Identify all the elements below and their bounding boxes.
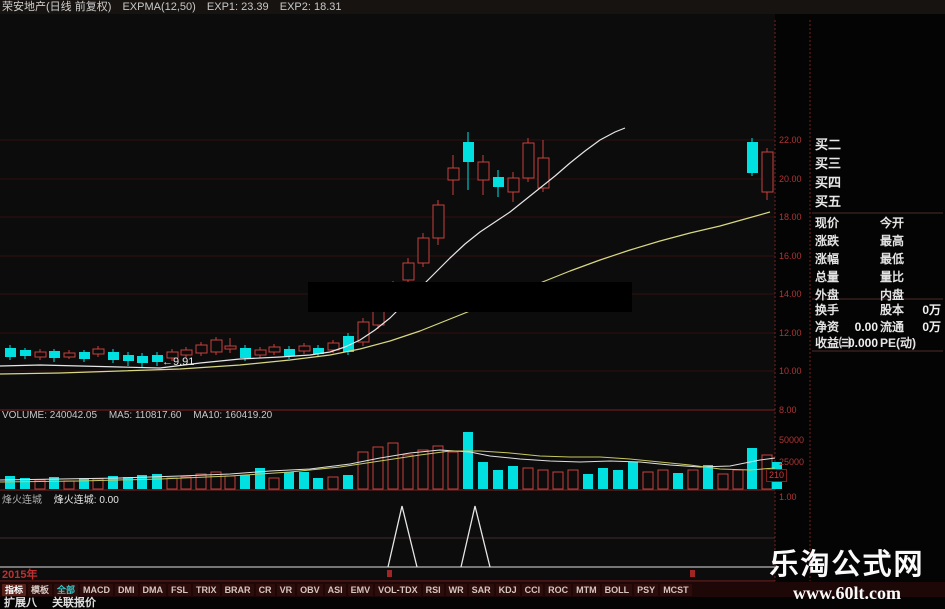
tab-psy[interactable]: PSY	[634, 583, 659, 596]
quote-label-right: 股本	[880, 303, 905, 317]
tab-boll[interactable]: BOLL	[601, 583, 633, 596]
date-axis-year: 2015年	[2, 569, 38, 581]
indicator-axis-label: 1.00	[779, 492, 797, 502]
quote-label-right: 内盘	[880, 288, 905, 302]
price-axis-label: 20.00	[779, 174, 802, 184]
quote-label-left: 涨幅	[815, 252, 840, 266]
indicator-name: 烽火连城	[2, 495, 42, 506]
quote-label-left: 净资	[815, 320, 840, 334]
tab-extended-quotes[interactable]: 扩展八	[4, 597, 37, 609]
volume-header: VOLUME: 240042.05 MA5: 110817.60 MA10: 1…	[2, 410, 281, 421]
quote-label-right: 今开	[880, 216, 905, 230]
price-axis-label: 12.00	[779, 328, 802, 338]
price-axis-label: 8.00	[779, 405, 797, 415]
quote-label-right: PE(动)	[880, 336, 917, 350]
quote-label-right: 最高	[880, 234, 905, 248]
tab-trix[interactable]: TRIX	[193, 583, 220, 596]
bid-level-5: 买五	[815, 194, 842, 209]
quote-label-right: 最低	[880, 252, 905, 266]
tab-全部[interactable]: 全部	[54, 583, 79, 596]
bid-level-2: 买二	[815, 137, 842, 152]
tab-macd[interactable]: MACD	[80, 583, 114, 596]
indicator-tab-bar: 指标 模板 全部 MACD DMI DMA FSL TRIX BRAR CR VR OBV ASI EMV…	[0, 582, 945, 597]
price-axis-label: 10.00	[779, 366, 802, 376]
quote-value-left: 0.000	[847, 336, 878, 350]
price-annotation: ←9.91	[162, 356, 195, 368]
quote-label-right: 量比	[880, 270, 905, 284]
tab-cr[interactable]: CR	[255, 583, 275, 596]
tab-rsi[interactable]: RSI	[422, 583, 444, 596]
watermark-site-name: 乐淘公式网	[769, 549, 925, 581]
tab-emv[interactable]: EMV	[347, 583, 374, 596]
tab-mcst[interactable]: MCST	[660, 583, 692, 596]
tab-指标[interactable]: 指标	[2, 583, 27, 596]
price-axis-label: 22.00	[779, 135, 802, 145]
tab-vr[interactable]: VR	[276, 583, 296, 596]
tab-roc[interactable]: ROC	[545, 583, 572, 596]
quote-panel: 买二 买三 买四 买五 现价 今开 涨跌 最高 涨幅 最低 总量 量比 外盘 内盘 换手 股本 0万 净资 0.00…	[810, 130, 945, 370]
quote-value-right: 0万	[922, 303, 941, 317]
tab-dma[interactable]: DMA	[139, 583, 167, 596]
tab-模板[interactable]: 模板	[28, 583, 53, 596]
bid-level-4: 买四	[815, 175, 842, 190]
chart-header: 荣安地产(日线 前复权) EXPMA(12,50) EXP1: 23.39 EX…	[0, 0, 945, 14]
indicator-formula-label: EXPMA(12,50)	[122, 1, 196, 13]
tab-wr[interactable]: WR	[445, 583, 467, 596]
tab-linked-quotes[interactable]: 关联报价	[52, 597, 97, 609]
tab-mtm[interactable]: MTM	[573, 583, 600, 596]
tab-cci[interactable]: CCI	[521, 583, 544, 596]
tab-dmi[interactable]: DMI	[115, 583, 138, 596]
exp2-value: EXP2: 18.31	[279, 1, 342, 13]
quote-label-left: 涨跌	[815, 234, 840, 248]
volume-axis-label: 25000	[779, 457, 805, 467]
tab-sar[interactable]: SAR	[468, 583, 494, 596]
quote-label-left: 总量	[815, 270, 840, 284]
indicator-value: 烽火连城: 0.00	[53, 495, 119, 506]
quote-label-right: 流通	[880, 320, 905, 334]
volume-axis-tag: 210	[766, 469, 788, 482]
volume-value: VOLUME: 240042.05	[2, 410, 98, 421]
quote-label-left: 换手	[815, 303, 840, 317]
volume-ma10-value: MA10: 160419.20	[193, 410, 273, 421]
price-axis-label: 18.00	[779, 212, 802, 222]
price-axis-label: 14.00	[779, 289, 802, 299]
bid-level-3: 买三	[815, 156, 842, 171]
tab-obv[interactable]: OBV	[297, 583, 323, 596]
exp1-value: EXP1: 23.39	[206, 1, 269, 13]
quote-value-left: 0.00	[854, 320, 878, 334]
watermark-site-url: www.60lt.com	[793, 583, 901, 603]
volume-axis-label: 50000	[779, 435, 805, 445]
quote-label-left: 现价	[815, 216, 840, 230]
tab-brar[interactable]: BRAR	[221, 583, 254, 596]
tab-vol-tdx[interactable]: VOL-TDX	[375, 583, 421, 596]
indicator-header: 烽火连城 烽火连城: 0.00	[2, 491, 119, 506]
volume-ma5-value: MA5: 110817.60	[108, 410, 182, 421]
quote-label-left: 外盘	[815, 288, 840, 302]
bottom-tab-bar: 扩展八 关联报价	[0, 597, 700, 609]
watermark: 乐淘公式网 www.60lt.com	[752, 549, 942, 604]
quote-label-left: 收益㈢	[815, 336, 852, 350]
tab-asi[interactable]: ASI	[324, 583, 346, 596]
redaction-box	[308, 282, 632, 312]
stock-title: 荣安地产(日线 前复权)	[2, 1, 112, 13]
price-axis-label: 16.00	[779, 251, 802, 261]
tab-fsl[interactable]: FSL	[168, 583, 192, 596]
tab-kdj[interactable]: KDJ	[495, 583, 520, 596]
quote-value-right: 0万	[922, 320, 941, 334]
